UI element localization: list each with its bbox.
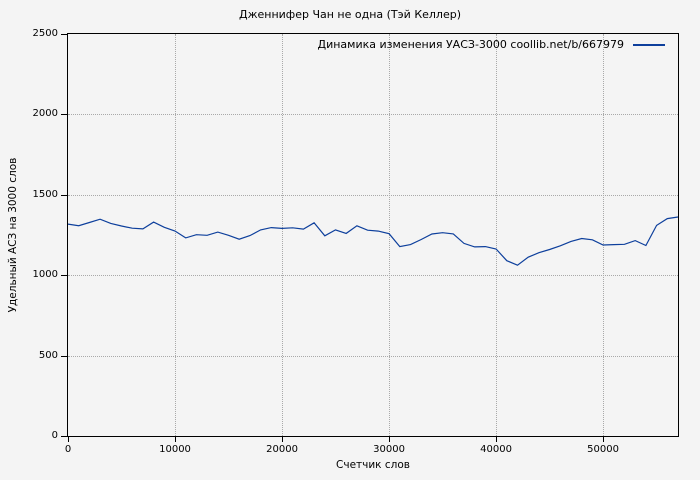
x-gridline — [175, 34, 177, 436]
y-gridline — [68, 114, 678, 116]
y-tick-label: 2500 — [32, 28, 58, 39]
x-tick-label: 0 — [64, 444, 72, 455]
y-tick-mark — [61, 194, 67, 196]
x-gridline — [282, 34, 284, 436]
legend-label: Динамика изменения УАСЗ-3000 coollib.net… — [317, 38, 625, 51]
plot-area: Динамика изменения УАСЗ-3000 coollib.net… — [67, 33, 679, 437]
x-tick-mark — [175, 437, 177, 442]
x-tick-mark — [389, 437, 391, 442]
y-tick-label: 0 — [51, 430, 58, 441]
y-tick-label: 1000 — [32, 269, 58, 281]
y-gridline — [68, 275, 678, 277]
x-gridline — [603, 34, 605, 436]
legend: Динамика изменения УАСЗ-3000 coollib.net… — [317, 37, 665, 52]
data-line-svg — [68, 216, 678, 266]
y-tick-mark — [61, 34, 67, 35]
x-tick-label: 40000 — [480, 444, 512, 455]
chart-title: Дженнифер Чан не одна (Тэй Келлер) — [238, 8, 462, 21]
y-tick-label: 500 — [38, 349, 58, 361]
x-tick-label: 50000 — [587, 444, 619, 455]
y-gridline — [68, 194, 678, 196]
x-tick-label: 20000 — [266, 444, 298, 455]
legend-line-sample — [633, 43, 665, 46]
x-gridline — [496, 34, 498, 436]
x-tick-label: 10000 — [159, 444, 191, 455]
y-tick-mark — [61, 275, 67, 277]
y-tick-mark — [61, 436, 67, 437]
x-tick-mark — [603, 437, 605, 442]
x-tick-label: 30000 — [373, 444, 405, 455]
x-axis-label: Счетчик слов — [336, 459, 410, 471]
x-tick-mark — [496, 437, 498, 442]
y-tick-mark — [61, 114, 67, 116]
x-tick-mark — [68, 437, 69, 442]
y-axis-label: Удельный АСЗ на 3000 слов — [7, 157, 19, 313]
series-line — [68, 216, 678, 266]
x-tick-mark — [282, 437, 284, 442]
y-gridline — [68, 355, 678, 357]
y-tick-label: 1500 — [32, 188, 58, 200]
y-tick-mark — [61, 355, 67, 357]
y-tick-label: 2000 — [32, 108, 58, 120]
